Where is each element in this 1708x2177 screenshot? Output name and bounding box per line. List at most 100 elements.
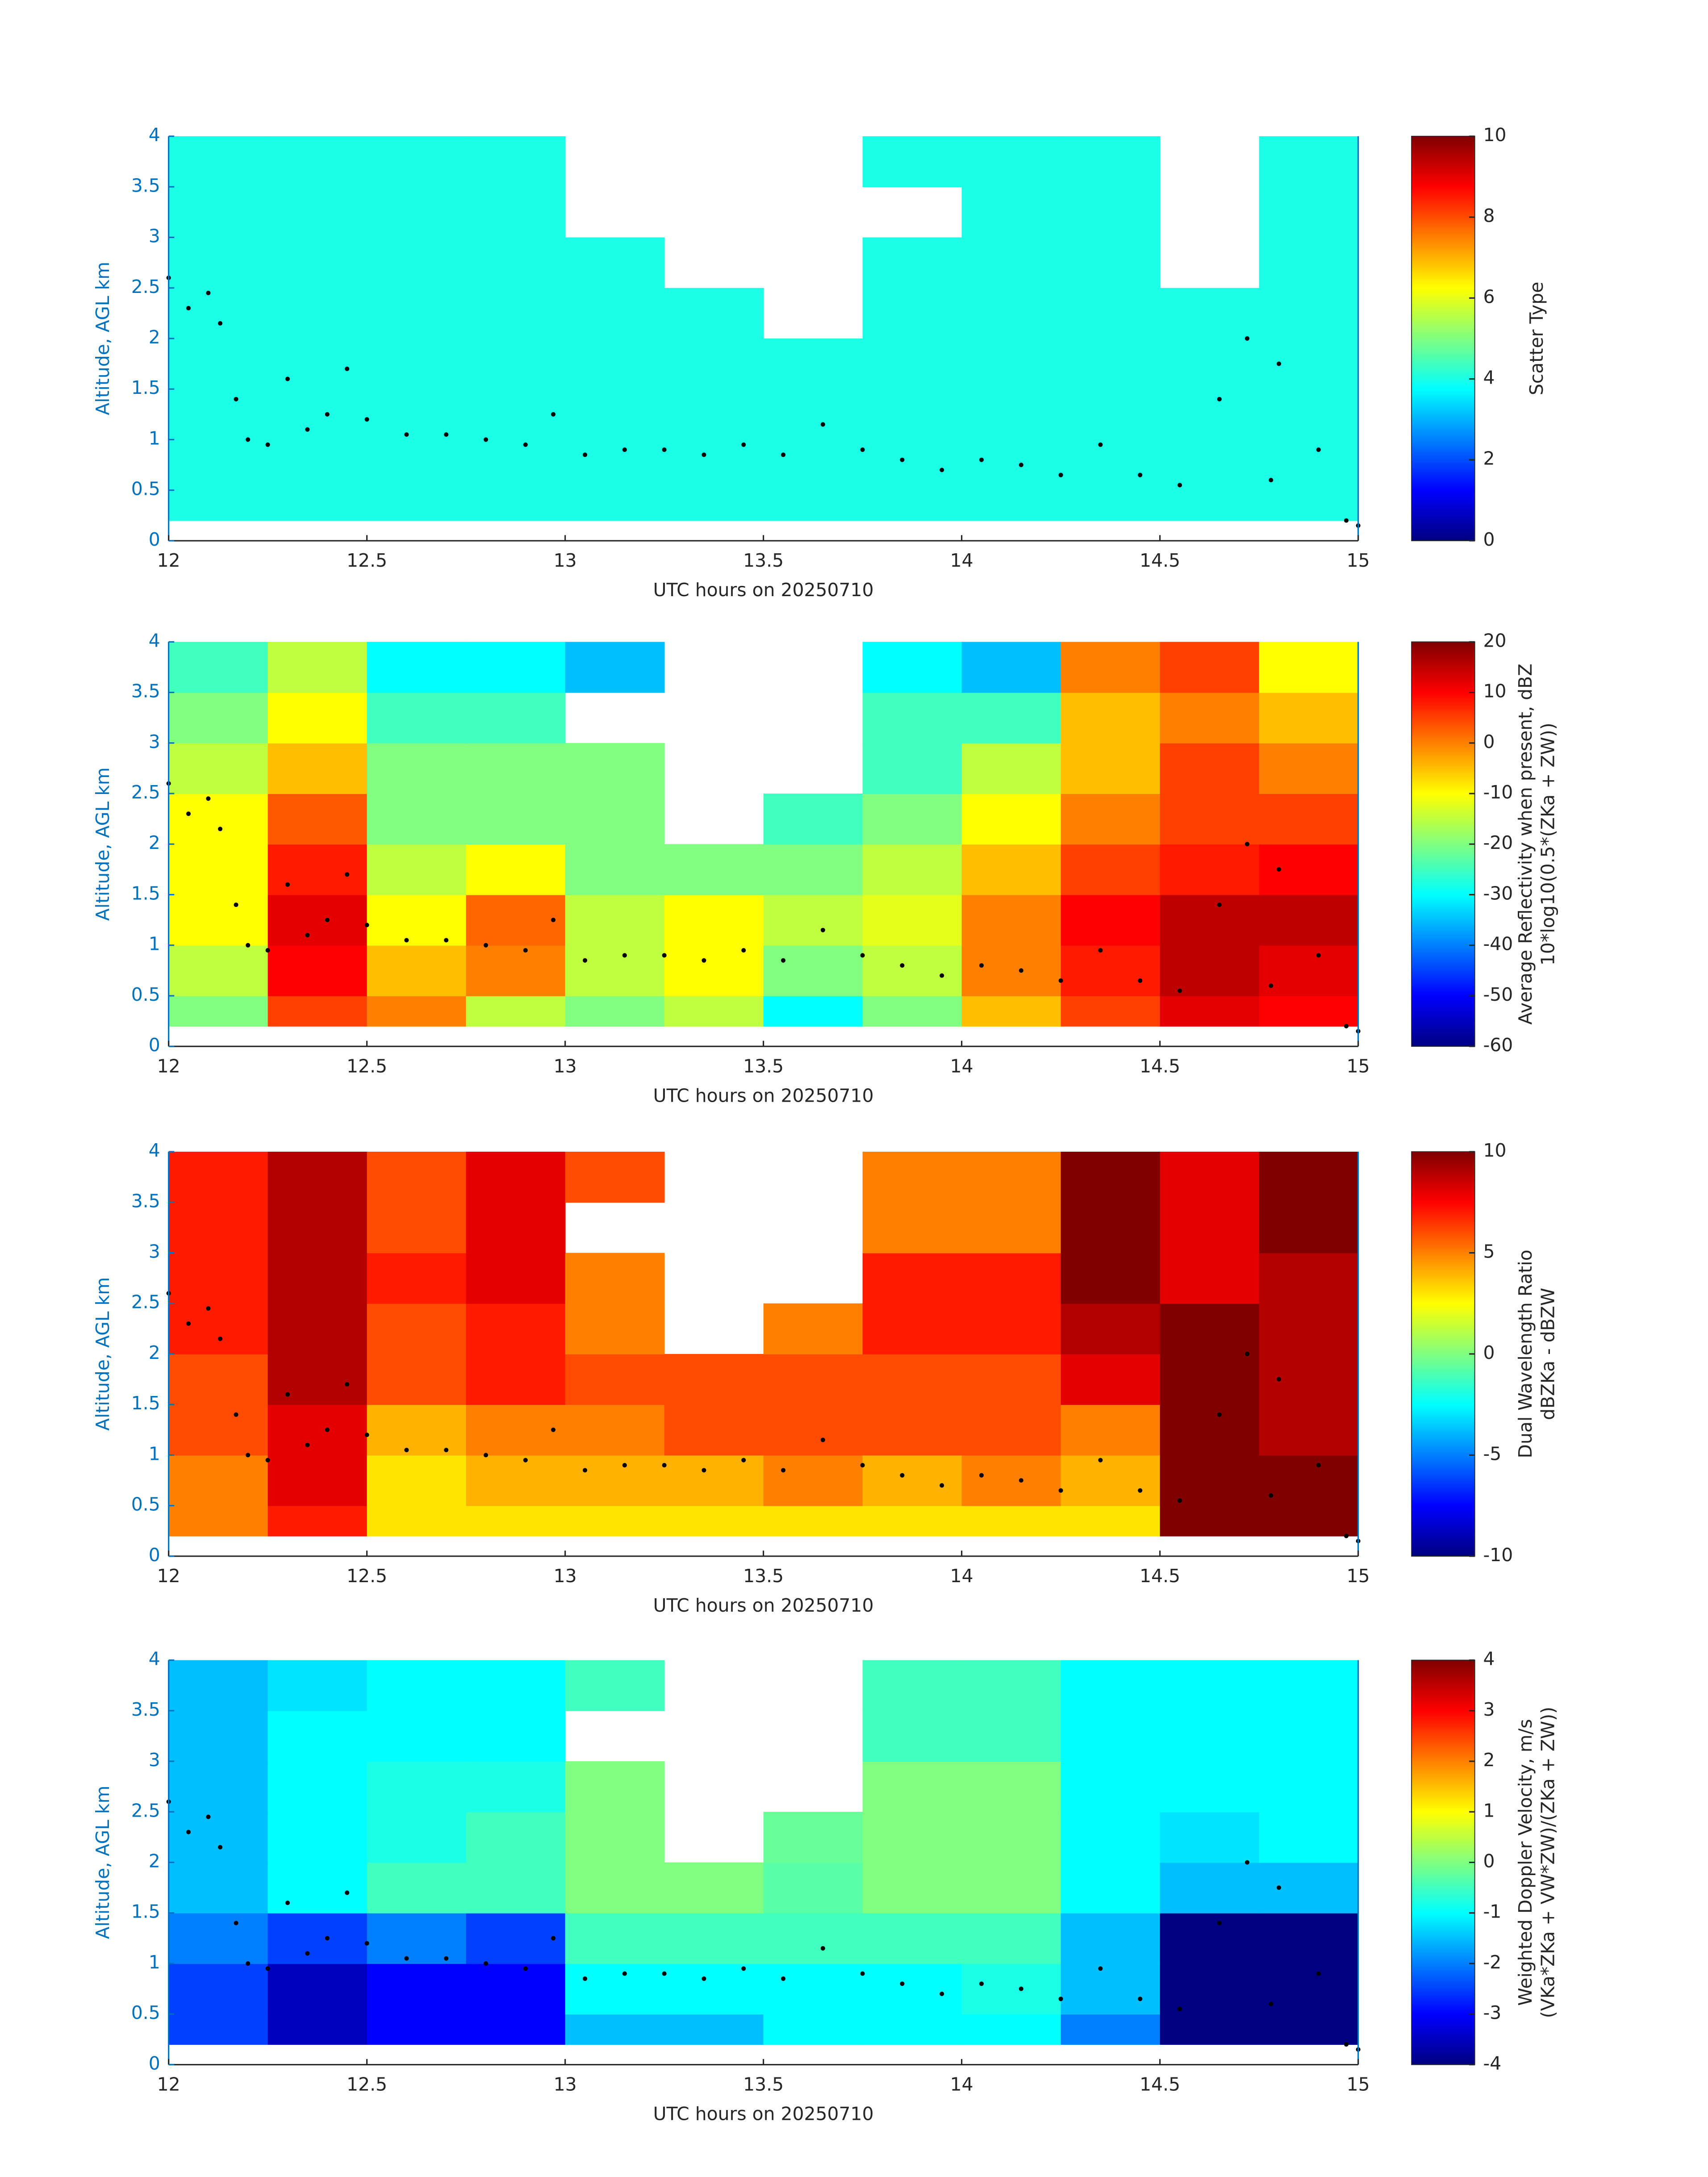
heatmap-cell <box>168 1761 268 1813</box>
heatmap-cell <box>1259 945 1359 996</box>
heatmap-cell <box>367 794 467 845</box>
heatmap-cell <box>367 743 467 794</box>
heatmap-cell <box>565 288 665 339</box>
marker-dot <box>1276 1885 1282 1890</box>
heatmap-cell <box>862 237 962 288</box>
marker-dot <box>940 1991 944 1996</box>
marker-dot <box>444 1448 449 1453</box>
heatmap-cell <box>565 1253 665 1304</box>
heatmap-cell <box>466 338 566 390</box>
marker-dot <box>265 1458 270 1462</box>
marker-dot <box>246 943 251 948</box>
heatmap-cell <box>168 1404 268 1456</box>
colorbar-tick-label: 0 <box>1483 529 1495 550</box>
heatmap-cell <box>367 187 467 238</box>
marker-dot <box>583 1976 588 1981</box>
heatmap-cell <box>367 1812 467 1863</box>
heatmap-cell <box>367 1455 467 1506</box>
heatmap-cell <box>565 1761 665 1813</box>
heatmap-cell <box>1259 1354 1359 1405</box>
heatmap-cell <box>1061 1761 1161 1813</box>
heatmap-cell <box>961 794 1061 845</box>
heatmap-cell <box>565 1354 665 1405</box>
marker-dot <box>186 1321 191 1326</box>
marker-dot <box>285 1392 290 1397</box>
heatmap-cell <box>961 439 1061 491</box>
heatmap-cell <box>466 1404 566 1456</box>
heatmap-cell <box>763 1913 863 1964</box>
heatmap-cell <box>367 1862 467 1914</box>
heatmap-cell <box>168 945 268 996</box>
heatmap-cell <box>466 1455 566 1506</box>
heatmap-cell <box>763 1963 863 2015</box>
y-tick-label: 2.5 <box>131 781 160 803</box>
y-tick-label: 4 <box>149 630 160 651</box>
marker-dot <box>900 963 905 968</box>
heatmap-cell <box>1160 1505 1260 1537</box>
heatmap-cell <box>862 1913 962 1964</box>
heatmap-cell <box>961 490 1061 521</box>
heatmap-cell <box>466 1303 566 1354</box>
x-tick-label: 15 <box>1347 550 1370 571</box>
marker-dot <box>1344 1534 1349 1538</box>
heatmap-cell <box>862 894 962 946</box>
heatmap-cell <box>1259 439 1359 491</box>
marker-dot <box>1058 1488 1063 1493</box>
marker-dot <box>662 1971 667 1976</box>
heatmap-cell <box>565 1455 665 1506</box>
heatmap-cell <box>961 894 1061 946</box>
heatmap-cell <box>367 490 467 521</box>
marker-dot <box>234 1921 238 1926</box>
heatmap-cell <box>1259 1505 1359 1537</box>
heatmap-cell <box>267 237 367 288</box>
heatmap-cell <box>267 1812 367 1863</box>
heatmap-cell <box>961 1253 1061 1304</box>
marker-dot <box>218 1845 223 1850</box>
heatmap-cell <box>1061 794 1161 845</box>
marker-dot <box>404 432 409 437</box>
marker-dot <box>246 437 251 442</box>
heatmap-cell <box>267 1455 367 1506</box>
heatmap-cell <box>267 1761 367 1813</box>
heatmap-cell <box>267 1963 367 2015</box>
colorbar-tick-label: 1 <box>1483 1800 1495 1821</box>
marker-dot <box>285 882 290 887</box>
marker-dot <box>1316 1971 1321 1976</box>
heatmap-cell <box>1061 288 1161 339</box>
y-tick-label: 1.5 <box>131 377 160 398</box>
heatmap-cell <box>168 743 268 794</box>
heatmap-cell <box>466 1710 566 1762</box>
marker-dot <box>583 958 588 963</box>
y-axis-label: Altitude, AGL km <box>92 767 113 921</box>
x-tick-label: 13 <box>554 550 577 571</box>
heatmap-cell <box>466 1202 566 1254</box>
colorbar-tick-label: 5 <box>1483 1241 1495 1262</box>
heatmap-cell <box>367 1660 467 1711</box>
colorbar-tick-label: -50 <box>1483 984 1513 1005</box>
marker-dot <box>781 1468 786 1473</box>
x-tick-label: 12 <box>157 2074 180 2095</box>
marker-dot <box>820 928 825 932</box>
marker-dot <box>484 943 489 948</box>
heatmap-cell <box>565 894 665 946</box>
heatmap-cell <box>1259 187 1359 238</box>
heatmap-cell <box>862 288 962 339</box>
heatmap-cell <box>961 945 1061 996</box>
marker-dot <box>979 1473 984 1478</box>
heatmap-cell <box>267 1354 367 1405</box>
heatmap-cell <box>763 338 863 390</box>
x-tick-label: 13 <box>554 2074 577 2095</box>
y-tick-label: 2 <box>149 1342 160 1363</box>
marker-dot <box>265 442 270 447</box>
heatmap-cell <box>565 1505 665 1537</box>
marker-dot <box>1058 978 1063 983</box>
x-tick-label: 13 <box>554 1055 577 1077</box>
heatmap-cell <box>862 1253 962 1304</box>
heatmap-cell <box>1160 1812 1260 1863</box>
heatmap-cell <box>961 1812 1061 1863</box>
x-tick-label: 15 <box>1347 2074 1370 2095</box>
colorbar-tick-label: 10 <box>1483 681 1507 702</box>
colorbar-tick-label: 10 <box>1483 124 1507 146</box>
marker-dot <box>523 948 528 953</box>
x-tick-label: 12.5 <box>347 1055 387 1077</box>
